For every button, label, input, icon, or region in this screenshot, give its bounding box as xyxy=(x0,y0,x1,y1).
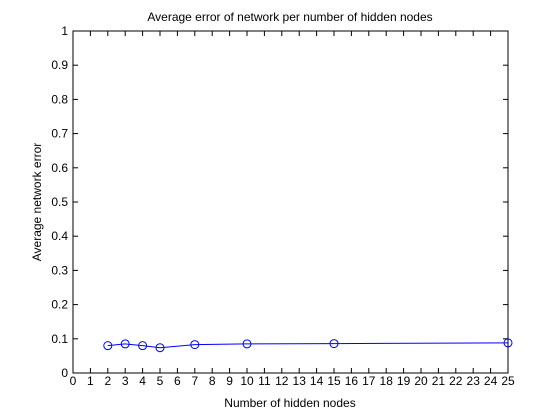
x-tick-label: 1 xyxy=(87,374,94,388)
x-tick-label: 0 xyxy=(70,374,77,388)
data-point-marker xyxy=(138,341,148,351)
x-tick-label: 17 xyxy=(362,374,376,388)
plot-area xyxy=(73,31,508,373)
y-tick-label: 0.7 xyxy=(51,127,68,141)
data-point-marker xyxy=(190,340,200,350)
x-tick-label: 6 xyxy=(174,374,181,388)
y-tick-label: 0.3 xyxy=(51,263,68,277)
x-tick-label: 24 xyxy=(484,374,498,388)
x-axis: 0 1 2 3 4 5 6 7 8 9 10 11 12 13 14 15 16 17 18 19 20 21 22 23 24… xyxy=(70,31,515,388)
x-tick-label: 21 xyxy=(432,374,446,388)
y-tick-label: 0.8 xyxy=(51,92,68,106)
x-tick-label: 8 xyxy=(209,374,216,388)
x-tick-label: 14 xyxy=(310,374,324,388)
plot-frame xyxy=(72,30,509,374)
x-tick-label: 2 xyxy=(104,374,111,388)
y-tick-label: 0 xyxy=(61,366,68,380)
x-tick-label: 12 xyxy=(275,374,289,388)
data-point-marker xyxy=(120,339,130,349)
x-tick-label: 10 xyxy=(240,374,254,388)
y-tick-label: 0.4 xyxy=(51,229,68,243)
y-tick-label: 0.5 xyxy=(51,195,68,209)
x-tick-label: 3 xyxy=(122,374,129,388)
x-tick-label: 7 xyxy=(191,374,198,388)
x-tick-label: 20 xyxy=(414,374,428,388)
y-tick-label: 0.9 xyxy=(51,58,68,72)
x-tick-label: 4 xyxy=(139,374,146,388)
x-tick-label: 11 xyxy=(258,374,271,388)
data-point-marker xyxy=(242,339,252,349)
chart-title: Average error of network per number of h… xyxy=(147,10,432,24)
y-tick-label: 0.2 xyxy=(51,298,68,312)
data-point-marker xyxy=(155,343,165,353)
y-axis: 0 0.1 0.2 0.3 0.4 0.5 0.6 0.7 0.8 0.9 1 xyxy=(51,24,508,380)
x-tick-label: 15 xyxy=(327,374,341,388)
x-tick-label: 5 xyxy=(157,374,164,388)
x-tick-label: 19 xyxy=(397,374,411,388)
x-tick-label: 13 xyxy=(293,374,307,388)
y-tick-label: 0.6 xyxy=(51,161,68,175)
y-tick-label: 0.1 xyxy=(51,332,68,346)
data-point-marker xyxy=(329,339,339,349)
x-tick-label: 22 xyxy=(449,374,463,388)
x-tick-label: 18 xyxy=(380,374,394,388)
x-tick-label: 25 xyxy=(501,374,515,388)
x-tick-label: 9 xyxy=(226,374,233,388)
y-tick-label: 1 xyxy=(61,24,68,38)
data-point-marker xyxy=(103,341,113,351)
x-tick-label: 16 xyxy=(345,374,359,388)
series-line xyxy=(107,342,509,349)
series-layer xyxy=(103,338,513,353)
x-axis-label: Number of hidden nodes xyxy=(224,396,355,410)
x-tick-label: 23 xyxy=(467,374,481,388)
y-axis-label: Average network error xyxy=(30,143,44,262)
